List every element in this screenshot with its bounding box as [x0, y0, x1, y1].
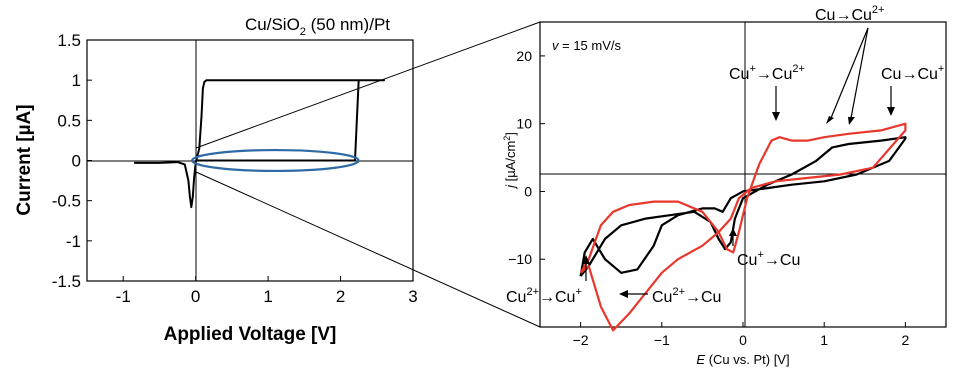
zoom-connector-top	[195, 21, 541, 149]
scan-rate-label: v = 15 mV/s	[552, 38, 621, 53]
x-tick-label: 1	[263, 287, 272, 306]
left-y-tick-labels: -1.5 -1 -0.5 0 0.5 1 1.5	[52, 31, 81, 291]
y-tick-label: -1	[66, 232, 81, 251]
right-y-tick-labels: −10 0 10 20	[508, 48, 532, 267]
left-x-tick-labels: -1 0 1 2 3	[116, 287, 418, 306]
right-x-tick-labels: −2 −1 0 1 2	[573, 332, 910, 348]
zoom-connector-bottom	[195, 171, 541, 328]
left-series	[134, 79, 385, 209]
y-tick-label: 0.5	[57, 111, 81, 130]
left-x-axis-label: Applied Voltage [V]	[164, 324, 337, 345]
y-tick-label: 1.5	[57, 31, 81, 50]
x-tick-label: -1	[116, 287, 131, 306]
right-series	[579, 122, 907, 332]
series-line-1	[579, 122, 907, 332]
left-ticks	[87, 39, 414, 282]
x-tick-label: 0	[739, 332, 747, 348]
annotation-cu-to-cu2plus: Cu→Cu2+	[815, 4, 884, 24]
left-chart: Cu/SiO2 (50 nm)/Pt -1.5 -1 -0.5 0 0.5 1 1.5 -1…	[14, 15, 418, 345]
right-y-axis-label: j [µA/cm2]	[502, 132, 518, 190]
y-tick-label: -1.5	[52, 272, 81, 291]
x-tick-label: 2	[902, 332, 910, 348]
y-tick-label: 20	[516, 48, 532, 64]
annotation-cu2plus-to-cu: Cu2+→Cu	[652, 286, 721, 306]
right-ticks	[540, 55, 906, 327]
highlight-ellipse	[190, 148, 360, 173]
y-tick-label: 0	[524, 183, 532, 199]
x-tick-label: 2	[336, 287, 345, 306]
left-y-axis-label: Current [µA]	[14, 104, 35, 215]
x-tick-label: 1	[820, 332, 828, 348]
annotation-cu2plus-to-cuplus: Cu2+→Cu+	[506, 286, 582, 306]
left-chart-title: Cu/SiO2 (50 nm)/Pt	[245, 15, 390, 38]
arrow-head	[729, 228, 737, 236]
arrow-head	[772, 112, 780, 121]
arrow-head	[826, 116, 834, 124]
x-tick-label: −2	[573, 332, 589, 348]
arrow-head	[582, 255, 590, 264]
x-tick-label: 3	[408, 287, 417, 306]
y-tick-label: 1	[72, 71, 81, 90]
annotation-cuplus-to-cu2plus: Cu+→Cu2+	[729, 63, 805, 83]
x-tick-label: 0	[191, 287, 200, 306]
y-tick-label: −10	[508, 251, 532, 267]
arrow-head	[619, 290, 628, 298]
series-line-0	[134, 79, 385, 209]
arrow-line	[830, 27, 869, 119]
series-line-0	[579, 136, 907, 277]
annotation-cuplus-to-cu: Cu+→Cu	[737, 249, 800, 269]
y-tick-label: -0.5	[52, 192, 81, 211]
y-tick-label: 10	[516, 116, 532, 132]
arrow-head	[848, 117, 855, 125]
arrow-head	[887, 107, 895, 116]
right-x-axis-label: E (Cu vs. Pt) [V]	[696, 352, 789, 367]
arrow-line	[850, 27, 869, 119]
annotation-cu-to-cuplus: Cu→Cu+	[881, 63, 944, 83]
x-tick-label: −1	[654, 332, 670, 348]
y-tick-label: 0	[72, 151, 81, 170]
